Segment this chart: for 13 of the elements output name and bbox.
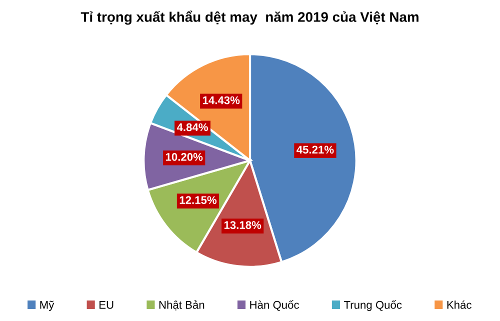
- legend-label: EU: [100, 301, 114, 309]
- data-label: 13.18%: [224, 221, 262, 230]
- data-label: 4.84%: [176, 123, 208, 132]
- data-label: 12.15%: [180, 196, 217, 204]
- legend-label: Hàn Quốc: [250, 300, 299, 311]
- legend-label: Mỹ: [40, 300, 54, 311]
- legend-label: Nhật Bản: [159, 300, 204, 310]
- data-label: 45.21%: [296, 146, 334, 154]
- data-label: 14.43%: [202, 96, 240, 104]
- legend-label: Trung Quốc: [344, 300, 402, 311]
- legend-label: Khác: [447, 300, 472, 309]
- chart-title: Tỉ trọng xuất khẩu dệt may năm 2019 của Việt Nam: [80, 10, 418, 25]
- data-label: 10.20%: [166, 152, 203, 161]
